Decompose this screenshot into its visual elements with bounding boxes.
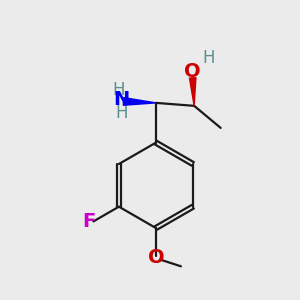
Text: H: H <box>112 81 125 99</box>
Text: H: H <box>116 103 128 122</box>
Polygon shape <box>190 78 196 106</box>
Text: N: N <box>114 90 130 110</box>
Text: O: O <box>148 248 164 267</box>
Text: H: H <box>202 49 215 67</box>
Text: F: F <box>82 212 96 231</box>
Text: O: O <box>184 62 201 81</box>
Polygon shape <box>123 98 156 105</box>
